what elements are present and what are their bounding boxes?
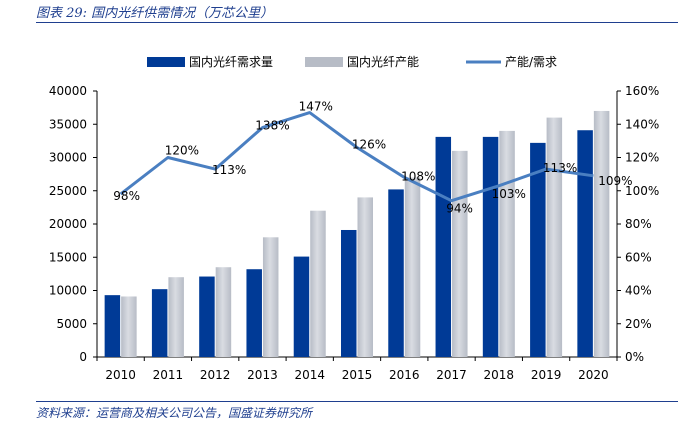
capacity-bar <box>310 210 326 357</box>
capacity-bar <box>499 130 515 357</box>
ratio-labels-layer: 98% 120% 113% 138% 147% 126% 108% 94% 103% 113% 10… <box>113 100 632 216</box>
ratio-data-label: 109% <box>598 174 632 188</box>
y-right-tick-label: 80% <box>625 217 652 231</box>
y-left-tick-label: 20000 <box>49 217 87 231</box>
legend: 国内光纤需求量 国内光纤产能 产能/需求 <box>147 55 557 69</box>
capacity-bar <box>121 296 137 357</box>
capacity-bar <box>546 117 563 357</box>
y-left-tick-label: 10000 <box>49 284 87 298</box>
capacity-bar <box>404 177 421 357</box>
y-right-tick-label: 20% <box>625 317 652 331</box>
axes-layer: 0 5000 10000 15000 20000 25000 30000 35000 40000… <box>49 84 660 382</box>
ratio-data-label: 103% <box>492 187 526 201</box>
x-tick-label: 2012 <box>200 368 231 382</box>
x-tick-label: 2017 <box>436 368 467 382</box>
ratio-data-label: 108% <box>401 169 435 183</box>
demand-bar <box>482 136 499 357</box>
ratio-data-label: 126% <box>352 138 386 152</box>
legend-capacity-label: 国内光纤产能 <box>347 55 419 69</box>
x-tick-label: 2011 <box>153 368 184 382</box>
y-right-tick-label: 100% <box>625 184 659 198</box>
figure-source: 资料来源：运营商及相关公司公告，国盛证券研究所 <box>36 406 313 420</box>
bars-layer <box>104 110 610 357</box>
y-right-tick-label: 140% <box>625 117 659 131</box>
x-tick-label: 2019 <box>531 368 562 382</box>
ratio-data-label: 98% <box>113 189 140 203</box>
x-tick-label: 2018 <box>484 368 515 382</box>
y-right-tick-label: 40% <box>625 284 652 298</box>
demand-bar <box>104 295 121 357</box>
demand-bar <box>577 130 593 357</box>
y-right-tick-label: 160% <box>625 84 659 98</box>
demand-bar <box>199 276 215 357</box>
demand-bar <box>151 289 168 357</box>
capacity-bar <box>262 237 279 357</box>
y-right-tick-label: 60% <box>625 250 652 264</box>
capacity-bar <box>452 150 468 357</box>
title-rule <box>36 22 678 23</box>
y-left-tick-label: 0 <box>79 350 87 364</box>
ratio-data-label: 94% <box>446 202 473 216</box>
ratio-line-layer <box>119 111 594 203</box>
ratio-data-label: 113% <box>212 163 246 177</box>
x-tick-label: 2013 <box>247 368 278 382</box>
x-tick-label: 2015 <box>342 368 373 382</box>
x-tick-label: 2020 <box>578 368 609 382</box>
ratio-data-label: 138% <box>255 119 289 133</box>
demand-bar <box>388 189 404 357</box>
demand-bar <box>246 269 262 357</box>
ratio-data-label: 120% <box>165 144 199 158</box>
ratio-line <box>119 111 594 203</box>
legend-demand-label: 国内光纤需求量 <box>189 55 273 69</box>
legend-capacity-swatch <box>305 57 343 67</box>
figure-title: 图表 29: 国内光纤供需情况（万芯公里） <box>36 6 274 21</box>
capacity-bar <box>357 197 373 357</box>
demand-bar <box>341 229 357 357</box>
legend-ratio-label: 产能/需求 <box>505 55 557 69</box>
y-left-tick-label: 15000 <box>49 250 87 264</box>
ratio-data-label: 113% <box>543 161 577 175</box>
x-tick-label: 2010 <box>105 368 136 382</box>
y-left-tick-label: 30000 <box>49 151 87 165</box>
capacity-bar <box>593 110 610 357</box>
source-rule <box>36 401 678 402</box>
x-tick-label: 2016 <box>389 368 420 382</box>
x-tick-label: 2014 <box>294 368 325 382</box>
y-left-tick-label: 5000 <box>56 317 87 331</box>
ratio-data-label: 147% <box>299 100 333 114</box>
demand-bar <box>293 256 310 357</box>
capacity-bar <box>168 277 184 357</box>
y-left-tick-label: 35000 <box>49 117 87 131</box>
capacity-bar <box>215 267 232 357</box>
legend-demand-swatch <box>147 57 185 67</box>
demand-bar <box>435 136 452 357</box>
y-right-tick-label: 0% <box>625 350 644 364</box>
y-left-tick-label: 25000 <box>49 184 87 198</box>
demand-bar <box>530 142 546 357</box>
y-right-tick-label: 120% <box>625 151 659 165</box>
y-left-tick-label: 40000 <box>49 84 87 98</box>
